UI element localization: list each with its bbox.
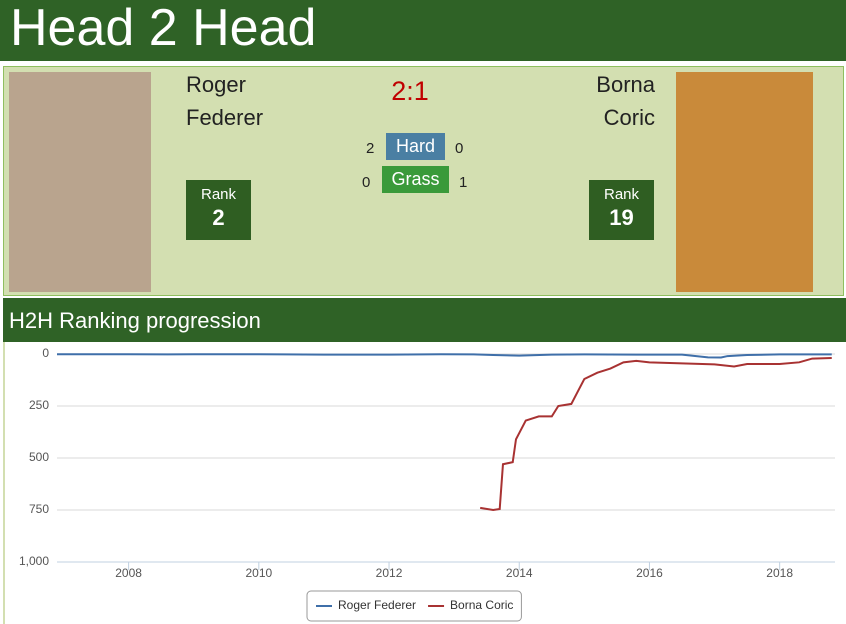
y-tick-label: 750	[29, 502, 49, 516]
player2-photo	[676, 72, 813, 292]
surface-badge: Grass	[382, 166, 449, 193]
surface-count: 2	[366, 140, 375, 157]
header-title: Head 2 Head	[10, 0, 317, 57]
rank-value: 19	[609, 205, 634, 230]
x-tick-label: 2010	[245, 566, 272, 580]
x-tick-label: 2018	[766, 566, 793, 580]
surface-count: 0	[362, 174, 371, 191]
x-tick-label: 2016	[636, 566, 663, 580]
player1-last-name[interactable]: Federer	[186, 105, 264, 130]
surface-count: 0	[455, 140, 464, 157]
panel-border	[3, 342, 5, 624]
x-tick-label: 2012	[376, 566, 403, 580]
series-line	[480, 356, 832, 512]
section-header: H2H Ranking progression	[3, 298, 846, 342]
player2-rank-box: Rank 19	[589, 180, 654, 240]
player1-first-name[interactable]: Roger	[186, 72, 246, 97]
y-tick-label: 500	[29, 450, 49, 464]
y-tick-label: 250	[29, 398, 49, 412]
rank-label: Rank	[603, 186, 640, 203]
rank-value: 2	[212, 205, 225, 230]
y-tick-label: 1,000	[19, 554, 49, 568]
player2-last-name[interactable]: Coric	[603, 105, 655, 130]
x-tick-label: 2014	[506, 566, 533, 580]
legend-label: Borna Coric	[450, 598, 513, 612]
player1-photo	[9, 72, 151, 292]
score: 2:1	[391, 76, 429, 106]
header: Head 2 Head	[0, 0, 846, 61]
x-tick-label: 2008	[115, 566, 142, 580]
surface-badge: Hard	[386, 133, 445, 160]
legend: Roger Federer Borna Coric	[306, 590, 522, 622]
legend-box	[306, 590, 522, 622]
chart: 0 250 500 750 1,000 2008 2010 2012 2014 2016 2018 R…	[19, 346, 835, 622]
section-title: H2H Ranking progression	[9, 308, 261, 333]
y-tick-label: 0	[42, 346, 49, 360]
surface-count: 1	[459, 174, 468, 191]
player1-rank-box: Rank 2	[186, 180, 251, 240]
rank-label: Rank	[200, 186, 237, 203]
legend-label: Roger Federer	[338, 598, 416, 612]
series-line	[57, 353, 832, 359]
player2-first-name[interactable]: Borna	[596, 72, 655, 97]
